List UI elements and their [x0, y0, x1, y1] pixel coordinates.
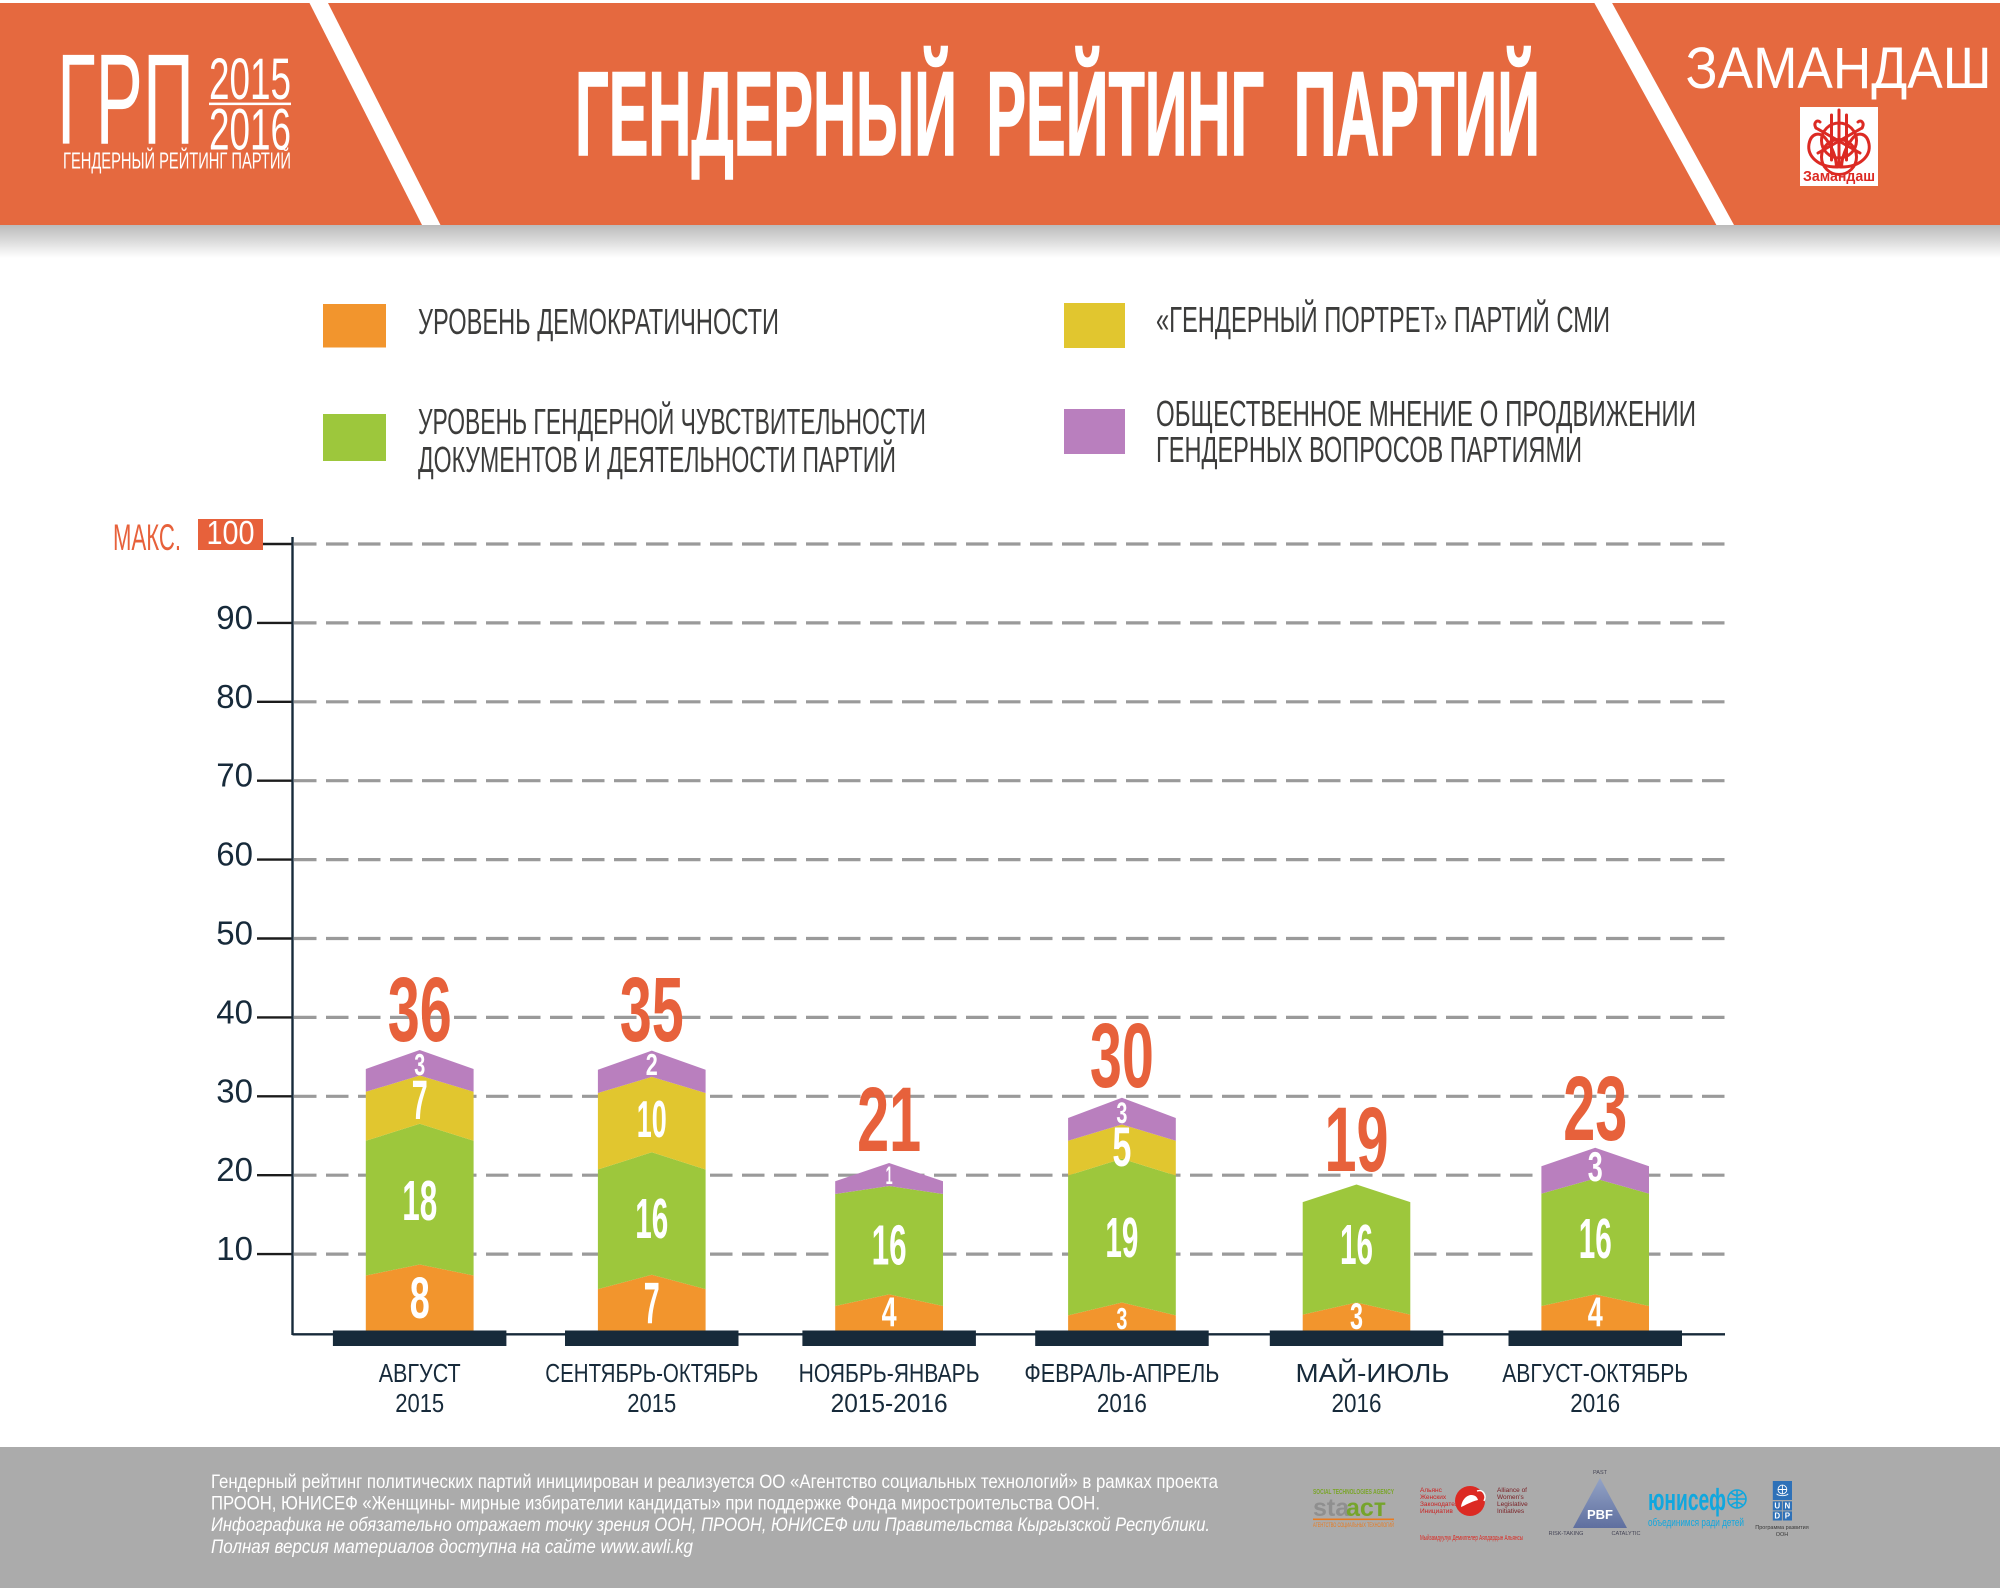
- svg-text:7: 7: [644, 1271, 660, 1336]
- svg-text:RISK-TAKING: RISK-TAKING: [1549, 1531, 1584, 1537]
- svg-text:P: P: [1785, 1512, 1791, 1521]
- svg-text:УРОВЕНЬ ГЕНДЕРНОЙ ЧУВСТВИТЕЛЬН: УРОВЕНЬ ГЕНДЕРНОЙ ЧУВСТВИТЕЛЬНОСТИ: [418, 400, 926, 442]
- svg-text:D: D: [1774, 1512, 1780, 1521]
- svg-text:2015-2016: 2015-2016: [831, 1388, 948, 1418]
- svg-text:N: N: [1785, 1502, 1791, 1511]
- svg-text:аст: аст: [1346, 1494, 1386, 1522]
- svg-text:1: 1: [886, 1162, 893, 1190]
- svg-text:100: 100: [207, 514, 255, 551]
- svg-text:Мыйзамдуулук Демилгелер Аялдар: Мыйзамдуулук Демилгелер Аялдардын Альянс…: [1420, 1534, 1523, 1542]
- svg-text:ОБЩЕСТВЕННОЕ МНЕНИЕ О ПРОДВИЖЕ: ОБЩЕСТВЕННОЕ МНЕНИЕ О ПРОДВИЖЕНИИ: [1156, 393, 1696, 434]
- svg-text:2: 2: [646, 1047, 658, 1082]
- svg-text:ГЕНДЕРНЫЙ РЕЙТИНГ ПАРТИЙ: ГЕНДЕРНЫЙ РЕЙТИНГ ПАРТИЙ: [63, 147, 291, 174]
- svg-text:АГЕНТСТВО СОЦИАЛЬНЫХ ТЕХНОЛОГИ: АГЕНТСТВО СОЦИАЛЬНЫХ ТЕХНОЛОГИЙ: [1313, 1520, 1394, 1529]
- svg-text:10: 10: [637, 1091, 667, 1149]
- svg-text:«ГЕНДЕРНЫЙ ПОРТРЕТ» ПАРТИЙ СМИ: «ГЕНДЕРНЫЙ ПОРТРЕТ» ПАРТИЙ СМИ: [1156, 298, 1610, 340]
- svg-text:36: 36: [388, 959, 452, 1061]
- svg-text:АВГУСТ-ОКТЯБРЬ: АВГУСТ-ОКТЯБРЬ: [1502, 1358, 1688, 1388]
- svg-text:10: 10: [216, 1230, 253, 1267]
- svg-text:ЗАМАНДАШ: ЗАМАНДАШ: [1686, 36, 1992, 101]
- svg-text:23: 23: [1563, 1058, 1627, 1160]
- svg-text:Гендерный рейтинг политических: Гендерный рейтинг политических партий ин…: [211, 1471, 1218, 1493]
- svg-text:МАКС.: МАКС.: [113, 517, 181, 558]
- svg-text:90: 90: [216, 599, 253, 636]
- svg-text:ГЕНДЕРНЫЙ РЕЙТИНГ ПАРТИЙ: ГЕНДЕРНЫЙ РЕЙТИНГ ПАРТИЙ: [575, 45, 1540, 181]
- svg-text:Инициатив: Инициатив: [1420, 1508, 1453, 1515]
- svg-text:юнисеф: юнисеф: [1648, 1482, 1726, 1517]
- svg-text:3: 3: [1116, 1301, 1127, 1336]
- svg-text:2015: 2015: [627, 1388, 676, 1418]
- svg-text:4: 4: [1588, 1289, 1603, 1336]
- svg-text:2015: 2015: [395, 1388, 444, 1418]
- svg-text:18: 18: [402, 1169, 437, 1233]
- svg-text:Women's: Women's: [1497, 1494, 1525, 1501]
- svg-text:3: 3: [1588, 1143, 1603, 1190]
- svg-text:30: 30: [1090, 1005, 1154, 1107]
- svg-text:19: 19: [1325, 1089, 1389, 1191]
- svg-text:PBF: PBF: [1587, 1507, 1613, 1522]
- svg-text:16: 16: [1579, 1207, 1612, 1271]
- svg-text:21: 21: [857, 1069, 921, 1171]
- svg-text:70: 70: [216, 757, 253, 794]
- svg-text:ГРП: ГРП: [57, 28, 194, 172]
- svg-text:U: U: [1774, 1502, 1780, 1511]
- svg-text:объединимся ради детей: объединимся ради детей: [1648, 1517, 1744, 1529]
- svg-text:Полная версия материалов досту: Полная версия материалов доступна на сай…: [211, 1536, 693, 1558]
- svg-text:Initiatives: Initiatives: [1497, 1508, 1525, 1515]
- svg-text:20: 20: [216, 1151, 253, 1188]
- svg-text:3: 3: [1116, 1097, 1127, 1130]
- svg-text:Замандаш: Замандаш: [1803, 168, 1875, 185]
- svg-text:5: 5: [1112, 1115, 1131, 1178]
- svg-text:3: 3: [414, 1047, 425, 1082]
- svg-text:30: 30: [216, 1072, 253, 1109]
- svg-text:Законодательных: Законодательных: [1420, 1501, 1474, 1508]
- svg-text:19: 19: [1105, 1206, 1138, 1270]
- svg-text:Alliance of: Alliance of: [1497, 1487, 1527, 1494]
- svg-text:2016: 2016: [209, 98, 291, 163]
- svg-text:3: 3: [1350, 1296, 1363, 1337]
- svg-text:40: 40: [216, 993, 253, 1030]
- svg-text:CATALYTIC: CATALYTIC: [1611, 1531, 1640, 1537]
- svg-text:Альянс: Альянс: [1420, 1487, 1443, 1494]
- svg-text:50: 50: [216, 915, 253, 952]
- svg-text:2016: 2016: [1097, 1388, 1147, 1418]
- svg-text:2015: 2015: [209, 47, 291, 112]
- svg-text:Программа развития: Программа развития: [1755, 1525, 1809, 1531]
- svg-text:ООН: ООН: [1776, 1532, 1789, 1538]
- svg-text:80: 80: [216, 678, 253, 715]
- svg-text:8: 8: [410, 1266, 430, 1331]
- svg-text:16: 16: [635, 1187, 668, 1251]
- svg-text:16: 16: [872, 1214, 907, 1278]
- svg-text:7: 7: [412, 1068, 428, 1131]
- svg-text:ДОКУМЕНТОВ И ДЕЯТЕЛЬНОСТИ ПАРТ: ДОКУМЕНТОВ И ДЕЯТЕЛЬНОСТИ ПАРТИЙ: [418, 438, 896, 480]
- svg-text:2016: 2016: [1570, 1388, 1620, 1418]
- svg-text:2016: 2016: [1332, 1388, 1382, 1418]
- svg-text:АВГУСТ: АВГУСТ: [379, 1358, 461, 1388]
- svg-text:Женских: Женских: [1420, 1494, 1447, 1501]
- svg-text:НОЯБРЬ-ЯНВАРЬ: НОЯБРЬ-ЯНВАРЬ: [799, 1358, 980, 1388]
- svg-text:60: 60: [216, 836, 253, 873]
- svg-text:sta: sta: [1313, 1494, 1350, 1522]
- svg-text:МАЙ-ИЮЛЬ: МАЙ-ИЮЛЬ: [1296, 1358, 1450, 1388]
- svg-text:СЕНТЯБРЬ-ОКТЯБРЬ: СЕНТЯБРЬ-ОКТЯБРЬ: [545, 1358, 758, 1388]
- svg-text:Инфографика не обязательно отр: Инфографика не обязательно отражает точк…: [211, 1514, 1210, 1536]
- svg-text:Legislative: Legislative: [1497, 1501, 1528, 1508]
- svg-text:PAST: PAST: [1593, 1470, 1608, 1476]
- svg-text:35: 35: [620, 959, 684, 1061]
- svg-text:ГЕНДЕРНЫХ ВОПРОСОВ ПАРТИЯМИ: ГЕНДЕРНЫХ ВОПРОСОВ ПАРТИЯМИ: [1156, 429, 1582, 470]
- svg-text:16: 16: [1340, 1213, 1373, 1277]
- svg-text:УРОВЕНЬ ДЕМОКРАТИЧНОСТИ: УРОВЕНЬ ДЕМОКРАТИЧНОСТИ: [418, 301, 779, 342]
- svg-text:ПРООН, ЮНИСЕФ «Женщины- мирные: ПРООН, ЮНИСЕФ «Женщины- мирные избирател…: [211, 1493, 1100, 1515]
- svg-text:4: 4: [882, 1289, 897, 1336]
- svg-text:ФЕВРАЛЬ-АПРЕЛЬ: ФЕВРАЛЬ-АПРЕЛЬ: [1024, 1358, 1219, 1388]
- svg-text:SOCIAL TECHNOLOGIES AGENCY: SOCIAL TECHNOLOGIES AGENCY: [1313, 1487, 1394, 1496]
